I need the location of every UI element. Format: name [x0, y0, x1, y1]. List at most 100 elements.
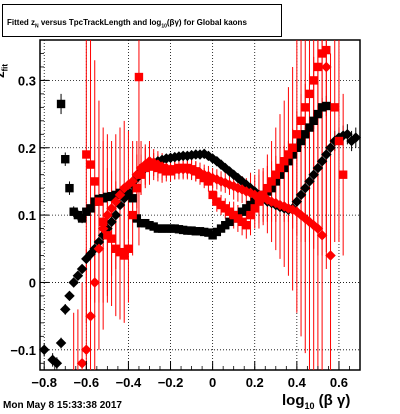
data-point-square: [221, 204, 230, 213]
data-point-square: [263, 183, 272, 193]
data-point-diamond: [316, 155, 328, 167]
x-tick-labels: −0.8 −0.6 −0.4 −0.2 0 0.2 0.4 0.6: [31, 375, 348, 390]
data-point-square: [65, 183, 74, 193]
data-point-diamond: [76, 358, 88, 369]
data-point-square: [313, 62, 323, 72]
data-point-square: [134, 72, 144, 82]
x-axis-label: log10 (β γ): [282, 392, 351, 411]
data-point-square: [103, 192, 112, 202]
data-point-square: [98, 217, 108, 227]
data-point-square: [292, 130, 302, 139]
data-point-square: [322, 101, 331, 111]
data-point-diamond: [300, 182, 311, 194]
axis-ticks: [40, 53, 350, 370]
data-point-square: [69, 207, 78, 216]
data-point-diamond: [106, 203, 117, 214]
data-point-diamond: [89, 277, 100, 288]
data-point-diamond: [72, 270, 84, 281]
data-point-diamond: [97, 223, 109, 234]
data-point-square: [187, 226, 196, 235]
data-point-square: [317, 49, 327, 58]
data-point-diamond: [308, 169, 319, 180]
data-point-square: [267, 177, 276, 186]
data-point-square: [280, 157, 289, 166]
data-point-diamond: [312, 162, 324, 174]
data-point-diamond: [81, 344, 92, 356]
data-point-square: [132, 214, 142, 223]
data-point-diamond: [93, 243, 105, 255]
data-point-diamond: [64, 290, 75, 302]
data-point-diamond: [85, 310, 96, 322]
data-point-square: [296, 136, 306, 146]
data-point-square: [98, 194, 108, 203]
data-point-square: [288, 150, 297, 159]
data-point-square: [271, 177, 280, 186]
data-point-square: [292, 143, 302, 152]
y-axis-label: zfit: [0, 63, 10, 78]
data-point-square: [322, 45, 331, 55]
data-point-diamond: [68, 277, 79, 288]
data-point-square: [183, 226, 192, 235]
data-point-square: [128, 194, 137, 203]
x-tick-label: −0.8: [31, 375, 57, 390]
data-point-square: [107, 234, 116, 243]
data-point-square: [296, 116, 306, 126]
data-point-diamond: [321, 61, 332, 73]
data-point-square: [284, 150, 293, 159]
data-point-square: [73, 210, 83, 220]
x-tick-label: 0.2: [246, 375, 264, 390]
data-point-square: [82, 207, 91, 216]
data-point-square: [216, 200, 226, 210]
data-point-diamond: [291, 196, 303, 207]
data-point-square: [174, 225, 184, 234]
data-point-square: [208, 231, 217, 240]
data-point-square: [301, 103, 310, 112]
data-point-square: [246, 210, 255, 220]
chart-title-box: Fitted zN versus TpcTrackLength and log1…: [2, 4, 282, 37]
data-point-square: [309, 76, 318, 85]
data-point-square: [162, 224, 171, 233]
x-tick-label: 0.6: [330, 375, 348, 390]
data-point-square: [305, 89, 314, 99]
y-tick-label: 0: [29, 275, 36, 290]
data-point-square: [288, 143, 297, 152]
data-point-square: [178, 225, 188, 235]
x-tick-label: −0.2: [158, 375, 184, 390]
data-point-square: [103, 231, 112, 240]
data-point-square: [120, 251, 129, 260]
data-point-square: [305, 123, 314, 132]
data-point-square: [136, 218, 146, 228]
data-point-diamond: [295, 189, 307, 201]
data-point-square: [132, 183, 142, 193]
x-tick-label: −0.4: [116, 375, 142, 390]
data-point-square: [208, 190, 217, 200]
data-point-square: [246, 200, 255, 210]
data-point-square: [301, 130, 310, 139]
data-point-diamond: [60, 304, 71, 315]
data-point-square: [204, 177, 213, 186]
data-point-square: [225, 207, 234, 216]
data-point-square: [111, 244, 120, 253]
data-point-square: [313, 109, 323, 119]
data-point-square: [242, 221, 251, 230]
data-point-square: [86, 204, 95, 213]
data-point-square: [338, 170, 348, 179]
data-point-diamond: [312, 223, 324, 234]
data-point-diamond: [325, 250, 336, 261]
data-point-square: [250, 197, 259, 206]
data-point-square: [242, 204, 251, 213]
data-point-square: [141, 218, 150, 228]
y-tick-label: −0.1: [10, 343, 36, 358]
data-point-diamond: [51, 358, 63, 369]
data-point-diamond: [325, 142, 336, 154]
data-point-square: [280, 163, 289, 173]
data-point-square: [145, 221, 154, 230]
data-point-diamond: [350, 132, 362, 143]
data-point-square: [200, 227, 209, 237]
data-point-square: [284, 157, 293, 166]
data-point-square: [77, 214, 87, 223]
data-point-square: [94, 197, 104, 206]
data-point-square: [275, 170, 285, 179]
data-point-square: [225, 217, 234, 227]
